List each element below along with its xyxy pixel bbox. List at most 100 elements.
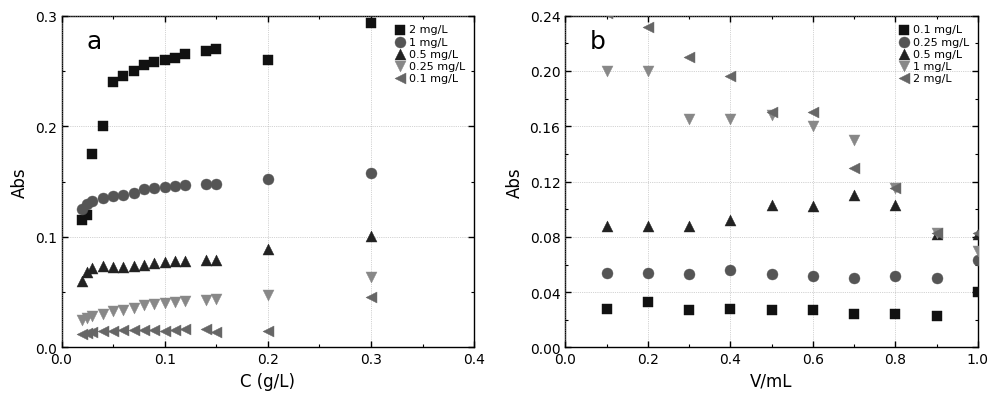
0.5 mg/L [84, 265, 100, 271]
2 mg/L [146, 60, 162, 66]
2 mg/L [198, 49, 214, 55]
2 mg/L [929, 230, 945, 236]
2 mg/L [167, 55, 183, 62]
0.5 mg/L [105, 264, 121, 270]
2 mg/L [640, 24, 656, 31]
0.5 mg/L [95, 263, 111, 269]
1 mg/L [198, 181, 214, 188]
0.5 mg/L [208, 257, 224, 263]
2 mg/L [115, 74, 131, 81]
0.25 mg/L [126, 305, 142, 311]
X-axis label: C (g/L): C (g/L) [240, 372, 295, 390]
0.5 mg/L [74, 278, 90, 285]
1 mg/L [640, 69, 656, 75]
0.1 mg/L [887, 311, 903, 318]
0.5 mg/L [79, 269, 95, 276]
0.1 mg/L [105, 328, 121, 334]
0.25 mg/L [74, 317, 90, 323]
2 mg/L [722, 74, 738, 81]
0.25 mg/L [95, 311, 111, 318]
0.1 mg/L [146, 327, 162, 333]
1 mg/L [105, 193, 121, 200]
0.5 mg/L [970, 231, 986, 238]
0.1 mg/L [260, 328, 276, 334]
0.5 mg/L [846, 192, 862, 199]
0.25 mg/L [105, 308, 121, 314]
2 mg/L [177, 52, 193, 59]
0.25 mg/L [136, 302, 152, 309]
2 mg/L [208, 47, 224, 53]
2 mg/L [126, 69, 142, 75]
0.5 mg/L [929, 231, 945, 238]
0.25 mg/L [146, 302, 162, 308]
1 mg/L [764, 113, 780, 119]
2 mg/L [136, 63, 152, 69]
2 mg/L [970, 230, 986, 236]
Text: a: a [86, 30, 102, 54]
0.25 mg/L [640, 270, 656, 276]
0.25 mg/L [115, 307, 131, 313]
0.5 mg/L [722, 217, 738, 224]
0.25 mg/L [846, 275, 862, 282]
1 mg/L [95, 195, 111, 202]
0.1 mg/L [764, 307, 780, 314]
1 mg/L [970, 248, 986, 254]
0.25 mg/L [79, 315, 95, 321]
0.25 mg/L [157, 300, 173, 307]
0.5 mg/L [260, 246, 276, 253]
1 mg/L [260, 177, 276, 183]
0.1 mg/L [177, 326, 193, 332]
0.25 mg/L [177, 298, 193, 304]
0.5 mg/L [640, 223, 656, 229]
2 mg/L [805, 110, 821, 116]
0.5 mg/L [126, 263, 142, 269]
1 mg/L [84, 199, 100, 205]
2 mg/L [764, 110, 780, 116]
0.25 mg/L [260, 293, 276, 299]
2 mg/L [84, 151, 100, 158]
Legend: 0.1 mg/L, 0.25 mg/L, 0.5 mg/L, 1 mg/L, 2 mg/L: 0.1 mg/L, 0.25 mg/L, 0.5 mg/L, 1 mg/L, 2… [896, 22, 972, 87]
1 mg/L [846, 138, 862, 144]
0.1 mg/L [681, 307, 697, 314]
0.1 mg/L [805, 307, 821, 314]
2 mg/L [681, 55, 697, 61]
0.5 mg/L [115, 264, 131, 270]
Legend: 2 mg/L, 1 mg/L, 0.5 mg/L, 0.25 mg/L, 0.1 mg/L: 2 mg/L, 1 mg/L, 0.5 mg/L, 0.25 mg/L, 0.1… [392, 22, 469, 87]
0.1 mg/L [640, 299, 656, 305]
2 mg/L [599, 10, 615, 17]
2 mg/L [260, 57, 276, 64]
1 mg/L [74, 207, 90, 213]
1 mg/L [599, 69, 615, 75]
0.1 mg/L [722, 306, 738, 312]
0.1 mg/L [167, 327, 183, 333]
Y-axis label: Abs: Abs [506, 167, 524, 197]
0.5 mg/L [167, 258, 183, 265]
0.1 mg/L [929, 313, 945, 319]
X-axis label: V/mL: V/mL [750, 372, 793, 390]
1 mg/L [115, 192, 131, 198]
0.5 mg/L [198, 257, 214, 263]
0.5 mg/L [363, 233, 379, 239]
0.25 mg/L [887, 273, 903, 279]
0.5 mg/L [146, 261, 162, 267]
2 mg/L [157, 57, 173, 64]
0.25 mg/L [764, 271, 780, 278]
2 mg/L [95, 124, 111, 130]
0.1 mg/L [115, 327, 131, 333]
0.1 mg/L [599, 306, 615, 312]
0.5 mg/L [805, 204, 821, 210]
0.25 mg/L [681, 271, 697, 278]
0.25 mg/L [929, 275, 945, 282]
0.1 mg/L [74, 331, 90, 338]
1 mg/L [363, 170, 379, 176]
1 mg/L [136, 186, 152, 193]
1 mg/L [805, 124, 821, 130]
1 mg/L [681, 117, 697, 123]
1 mg/L [146, 186, 162, 192]
Y-axis label: Abs: Abs [11, 167, 29, 197]
0.5 mg/L [764, 203, 780, 209]
0.1 mg/L [846, 311, 862, 318]
0.25 mg/L [208, 296, 224, 302]
2 mg/L [74, 217, 90, 224]
1 mg/L [208, 181, 224, 188]
